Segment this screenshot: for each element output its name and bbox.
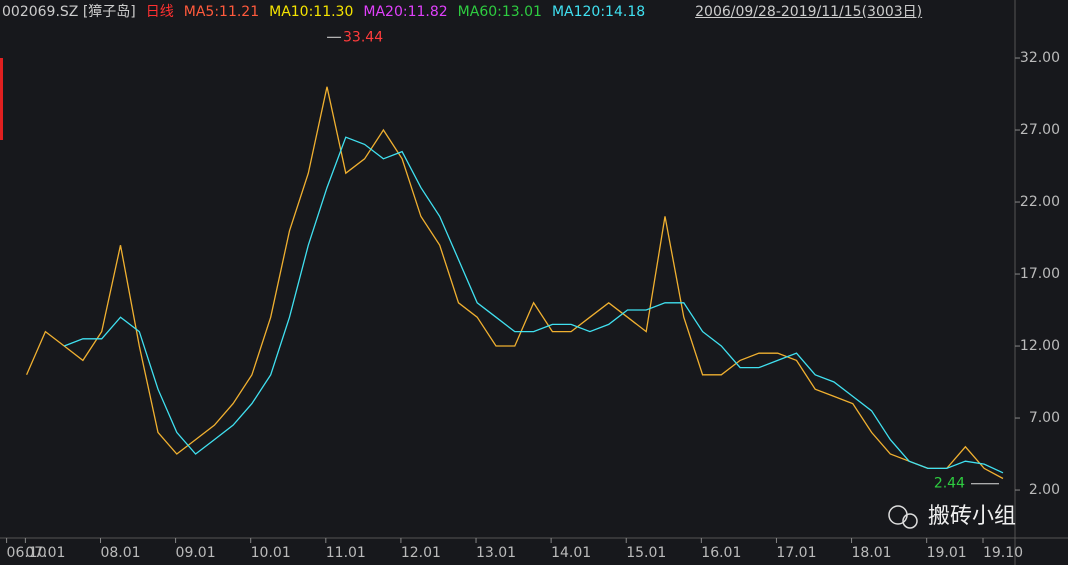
x-tick-label: 18.01 (852, 545, 892, 561)
x-tick-label: 13.01 (476, 545, 516, 561)
y-tick-label: 22.00 (1020, 194, 1060, 210)
y-tick-label: 7.00 (1029, 410, 1060, 426)
ma-label: MA60:13.01 (457, 4, 542, 20)
watermark: 搬砖小组 (928, 504, 1016, 529)
y-tick-label: 2.00 (1029, 482, 1060, 498)
ma-legend: MA5:11.21 MA10:11.30 MA20:11.82 MA60:13.01 M… (184, 4, 655, 20)
period: 日线 (145, 4, 174, 20)
x-tick-label: 19.01 (927, 545, 967, 561)
x-tick-label: 08.01 (100, 545, 140, 561)
y-tick-label: 32.00 (1020, 50, 1060, 66)
ma-label: MA120:14.18 (551, 4, 646, 20)
ma-label: MA10:11.30 (269, 4, 354, 20)
x-tick-label: 15.01 (626, 545, 666, 561)
header: 002069.SZ [獐子岛] 日线 MA5:11.21 MA10:11.30 MA20… (2, 1, 932, 21)
y-tick-label: 17.00 (1020, 266, 1060, 282)
ma-label: MA20:11.82 (363, 4, 448, 20)
watermark-icon (902, 513, 918, 529)
y-tick-label: 27.00 (1020, 122, 1060, 138)
series-line (26, 86, 1004, 480)
max-label: 33.44 (343, 29, 383, 45)
ma-label: MA5:11.21 (183, 4, 260, 20)
x-tick-label: 16.01 (701, 545, 741, 561)
x-tick-label: 17.01 (776, 545, 816, 561)
x-tick-label: 19.10 (983, 545, 1023, 561)
x-tick-label: 11.01 (326, 545, 366, 561)
side-marker (0, 58, 3, 140)
x-tick-label: 12.01 (401, 545, 441, 561)
x-tick-label: 07.01 (25, 545, 65, 561)
min-label: 2.44 (934, 476, 965, 492)
x-tick-label: 06.10 (7, 545, 47, 561)
x-tick-label: 10.01 (251, 545, 291, 561)
x-tick-label: 09.01 (176, 545, 216, 561)
series-line (63, 136, 1004, 474)
x-tick-label: 14.01 (551, 545, 591, 561)
y-tick-label: 12.00 (1020, 338, 1060, 354)
date-range: 2006/09/28-2019/11/15(3003日) (695, 4, 923, 20)
watermark-icon (888, 505, 908, 525)
symbol: 002069.SZ [獐子岛] (2, 4, 136, 20)
